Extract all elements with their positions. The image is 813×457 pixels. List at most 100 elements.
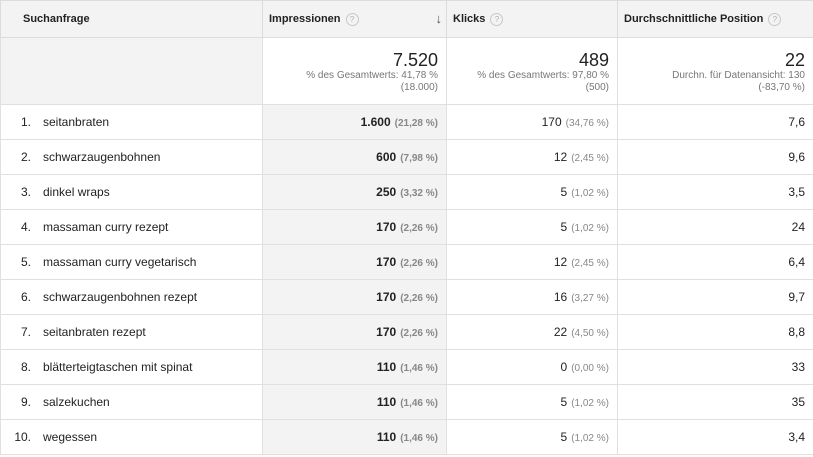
column-header-position[interactable]: Durchschnittliche Position? xyxy=(617,0,813,38)
impressions-percent: (2,26 %) xyxy=(400,223,438,234)
query-cell: 7. seitanbraten rezept xyxy=(0,314,263,350)
row-number: 4. xyxy=(20,220,31,234)
position-value: 6,4 xyxy=(788,255,805,269)
help-icon[interactable]: ? xyxy=(345,12,359,26)
query-link[interactable]: wegessen xyxy=(43,430,98,444)
position-value: 35 xyxy=(791,395,805,409)
help-icon[interactable]: ? xyxy=(490,12,504,26)
summary-clicks-share: % des Gesamtwerts: 97,80 % xyxy=(477,70,609,81)
position-value: 33 xyxy=(791,360,805,374)
row-number: 2. xyxy=(20,150,31,164)
impressions-value: 170 xyxy=(376,220,397,234)
query-link[interactable]: blätterteigtaschen mit spinat xyxy=(43,360,193,374)
summary-clicks: 489 % des Gesamtwerts: 97,80 % (500) xyxy=(446,37,618,105)
impressions-percent: (1,46 %) xyxy=(400,398,438,409)
clicks-percent: (34,76 %) xyxy=(565,118,609,129)
impressions-cell: 170 (2,26 %) xyxy=(262,209,447,245)
position-value: 3,4 xyxy=(788,430,805,444)
summary-clicks-value: 489 xyxy=(578,50,609,70)
table-row[interactable]: 6. schwarzaugenbohnen rezept 170 (2,26 %) 16… xyxy=(0,279,813,315)
table-row[interactable]: 5. massaman curry vegetarisch 170 (2,26 %) 1… xyxy=(0,244,813,280)
position-cell: 24 xyxy=(617,209,813,245)
impressions-value: 110 xyxy=(376,360,397,374)
clicks-cell: 22 (4,50 %) xyxy=(446,314,618,350)
row-number: 6. xyxy=(20,290,31,304)
clicks-percent: (1,02 %) xyxy=(571,433,609,444)
table-row[interactable]: 10. wegessen 110 (1,46 %) 5 (1,02 %) 3,4 xyxy=(0,419,813,455)
summary-position: 22 Durchn. für Datenansicht: 130 (-83,70… xyxy=(617,37,813,105)
summary-position-delta: (-83,70 %) xyxy=(758,82,805,93)
position-cell: 3,5 xyxy=(617,174,813,210)
clicks-cell: 5 (1,02 %) xyxy=(446,419,618,455)
column-header-clicks-label: Klicks xyxy=(453,12,486,25)
table-row[interactable]: 2. schwarzaugenbohnen 600 (7,98 %) 12 (2,45 %… xyxy=(0,139,813,175)
position-cell: 6,4 xyxy=(617,244,813,280)
row-number: 9. xyxy=(20,395,31,409)
column-header-impressions[interactable]: Impressionen? ↓ xyxy=(262,0,447,38)
help-icon[interactable]: ? xyxy=(768,12,782,26)
clicks-value: 5 xyxy=(560,185,568,199)
clicks-value: 5 xyxy=(560,430,568,444)
sort-descending-icon[interactable]: ↓ xyxy=(435,11,443,26)
impressions-percent: (3,32 %) xyxy=(400,188,438,199)
column-header-clicks[interactable]: Klicks? xyxy=(446,0,618,38)
clicks-cell: 5 (1,02 %) xyxy=(446,209,618,245)
impressions-percent: (1,46 %) xyxy=(400,363,438,374)
clicks-value: 16 xyxy=(553,290,568,304)
impressions-percent: (1,46 %) xyxy=(400,433,438,444)
query-link[interactable]: seitanbraten xyxy=(43,115,110,129)
row-number: 3. xyxy=(20,185,31,199)
clicks-cell: 5 (1,02 %) xyxy=(446,174,618,210)
column-header-query[interactable]: Suchanfrage xyxy=(0,0,263,38)
clicks-percent: (1,02 %) xyxy=(571,223,609,234)
impressions-cell: 250 (3,32 %) xyxy=(262,174,447,210)
query-link[interactable]: schwarzaugenbohnen xyxy=(43,150,161,164)
clicks-value: 12 xyxy=(553,150,568,164)
clicks-cell: 5 (1,02 %) xyxy=(446,384,618,420)
impressions-percent: (2,26 %) xyxy=(400,258,438,269)
table-row[interactable]: 8. blätterteigtaschen mit spinat 110 (1,46 … xyxy=(0,349,813,385)
query-link[interactable]: schwarzaugenbohnen rezept xyxy=(43,290,198,304)
clicks-percent: (2,45 %) xyxy=(571,258,609,269)
query-link[interactable]: dinkel wraps xyxy=(43,185,110,199)
impressions-cell: 170 (2,26 %) xyxy=(262,244,447,280)
clicks-percent: (4,50 %) xyxy=(571,328,609,339)
summary-impressions-share: % des Gesamtwerts: 41,78 % xyxy=(306,70,438,81)
summary-position-average: Durchn. für Datenansicht: 130 xyxy=(672,70,805,81)
table-row[interactable]: 4. massaman curry rezept 170 (2,26 %) 5 (1,02… xyxy=(0,209,813,245)
summary-clicks-total: (500) xyxy=(585,82,609,93)
query-link[interactable]: massaman curry rezept xyxy=(43,220,169,234)
table-row[interactable]: 1. seitanbraten 1.600 (21,28 %) 170 (34,76 %)… xyxy=(0,104,813,140)
summary-label-cell xyxy=(0,37,263,105)
query-link[interactable]: massaman curry vegetarisch xyxy=(43,255,197,269)
row-number: 5. xyxy=(20,255,31,269)
clicks-percent: (1,02 %) xyxy=(571,188,609,199)
query-cell: 4. massaman curry rezept xyxy=(0,209,263,245)
table-row[interactable]: 3. dinkel wraps 250 (3,32 %) 5 (1,02 %) 3,5 xyxy=(0,174,813,210)
row-number: 1. xyxy=(20,115,31,129)
impressions-percent: (7,98 %) xyxy=(400,153,438,164)
summary-row: 7.520 % des Gesamtwerts: 41,78 % (18.000… xyxy=(0,37,813,105)
query-link[interactable]: salzekuchen xyxy=(43,395,110,409)
column-header-query-label: Suchanfrage xyxy=(23,13,90,25)
clicks-value: 5 xyxy=(560,395,568,409)
query-cell: 1. seitanbraten xyxy=(0,104,263,140)
clicks-cell: 16 (3,27 %) xyxy=(446,279,618,315)
impressions-value: 170 xyxy=(376,290,397,304)
query-link[interactable]: seitanbraten rezept xyxy=(43,325,146,339)
clicks-value: 170 xyxy=(541,115,562,129)
query-cell: 8. blätterteigtaschen mit spinat xyxy=(0,349,263,385)
clicks-cell: 12 (2,45 %) xyxy=(446,139,618,175)
impressions-cell: 110 (1,46 %) xyxy=(262,419,447,455)
table-header-row: Suchanfrage Impressionen? ↓ Klicks? Durc… xyxy=(0,0,813,38)
position-cell: 35 xyxy=(617,384,813,420)
position-cell: 3,4 xyxy=(617,419,813,455)
impressions-value: 170 xyxy=(376,325,397,339)
table-row[interactable]: 7. seitanbraten rezept 170 (2,26 %) 22 (4,50 … xyxy=(0,314,813,350)
row-number: 8. xyxy=(20,360,31,374)
clicks-cell: 0 (0,00 %) xyxy=(446,349,618,385)
position-cell: 8,8 xyxy=(617,314,813,350)
impressions-value: 110 xyxy=(376,430,397,444)
table-row[interactable]: 9. salzekuchen 110 (1,46 %) 5 (1,02 %) 35 xyxy=(0,384,813,420)
clicks-value: 22 xyxy=(553,325,568,339)
